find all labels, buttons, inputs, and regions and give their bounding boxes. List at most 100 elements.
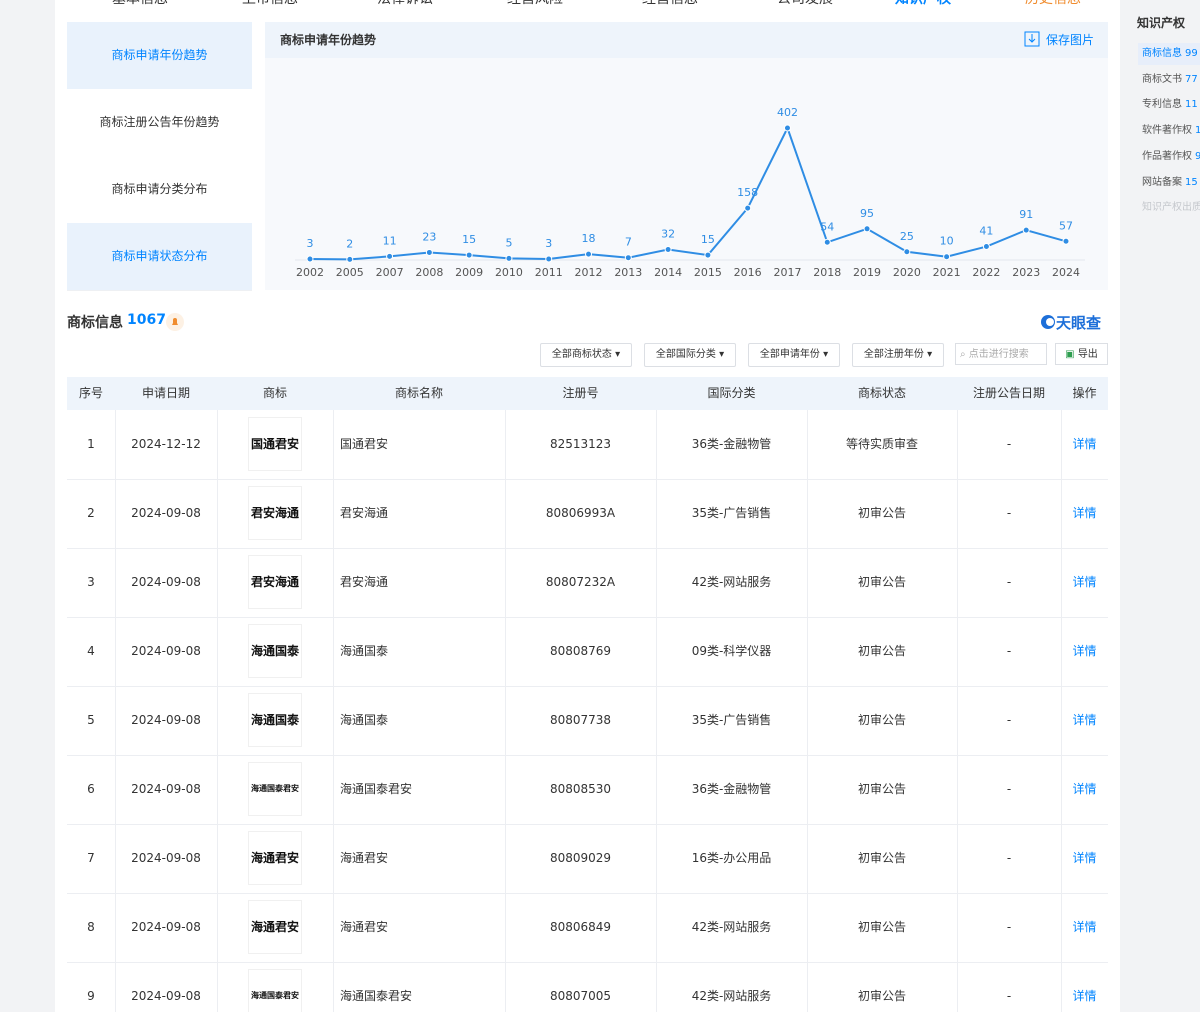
x-tick-label: 2024 <box>1052 266 1080 279</box>
column-divider <box>115 410 116 1012</box>
table-cell: 36类-金融物管 <box>691 782 772 796</box>
table-cell: - <box>1006 851 1012 865</box>
x-tick-label: 2014 <box>654 266 682 279</box>
menu-item[interactable]: 商标申请分类分布 <box>67 156 252 224</box>
menu-item[interactable]: 商标注册公告年份趋势 <box>67 89 252 157</box>
data-point <box>744 204 752 212</box>
table-header: 序号 申请日期 商标 商标名称 注册号 国际分类 商标状态 注册公告日期 操作 <box>67 377 1108 410</box>
tab[interactable]: 知识产权 <box>858 0 988 16</box>
export-label: 导出 <box>1077 349 1098 360</box>
data-point <box>823 238 831 246</box>
value-label: 15 <box>462 233 476 246</box>
search-box[interactable]: ⌕ 点击进行搜索 <box>955 343 1047 365</box>
table-cell: 80806849 <box>549 920 612 934</box>
bell-glyph <box>172 318 178 325</box>
table-cell: 君安海通 <box>340 575 389 589</box>
data-point <box>664 245 672 253</box>
trademark-logo: 海通君安 <box>248 831 302 885</box>
sidebar-label: 网站备案 <box>1142 176 1182 188</box>
data-point <box>704 251 712 259</box>
column-header: 国际分类 <box>707 386 756 400</box>
table-cell: - <box>1006 437 1012 451</box>
table-cell: 36类-金融物管 <box>691 437 772 451</box>
export-button[interactable]: ▣ 导出 <box>1055 343 1108 365</box>
table-cell: 君安海通 <box>340 506 389 520</box>
tab[interactable]: 法律诉讼 <box>340 0 470 16</box>
sidebar-item[interactable]: 专利信息 11 <box>1138 94 1200 116</box>
tab[interactable]: 基本信息 <box>75 0 205 16</box>
filter-dropdown[interactable]: 全部商标状态 ▾ <box>540 343 632 367</box>
detail-link[interactable]: 详情 <box>1072 851 1097 865</box>
table-row: 2 2024-09-08 君安海通 80806993A 35类-广告销售 初审公告 - 详情 <box>67 479 1108 549</box>
filter-label: 全部商标状态 <box>551 349 612 360</box>
sidebar-label: 商标信息 <box>1142 48 1182 59</box>
detail-link[interactable]: 详情 <box>1072 782 1097 796</box>
table-cell: - <box>1006 989 1012 1003</box>
value-label: 7 <box>625 236 632 249</box>
brand-icon <box>1041 315 1055 329</box>
x-tick-label: 2011 <box>535 266 563 279</box>
tab[interactable]: 经营风险 <box>470 0 600 16</box>
table-cell: 2024-09-08 <box>131 920 201 934</box>
x-tick-label: 2008 <box>415 266 443 279</box>
column-header: 序号 <box>78 386 103 400</box>
detail-link[interactable]: 详情 <box>1072 989 1097 1003</box>
table-row: 4 2024-09-08 海通国泰 80808769 09类-科学仪器 初审公告 - 详情 <box>67 617 1108 687</box>
x-tick-label: 2009 <box>455 266 483 279</box>
tab[interactable]: 历史信息 <box>988 0 1118 16</box>
table-cell: 2024-12-12 <box>131 437 201 451</box>
table-cell: 80808530 <box>549 782 612 796</box>
x-tick-label: 2010 <box>495 266 523 279</box>
filter-label: 全部申请年份 <box>759 349 820 360</box>
data-point <box>386 252 394 260</box>
filter-dropdown[interactable]: 全部注册年份 ▾ <box>852 343 944 367</box>
save-image-button[interactable]: 保存图片 <box>1024 22 1094 58</box>
table-cell: 82513123 <box>549 437 612 451</box>
menu-item[interactable]: 商标申请年份趋势 <box>67 22 252 90</box>
detail-link[interactable]: 详情 <box>1072 437 1097 451</box>
sidebar-item[interactable]: 商标文书 77 <box>1138 69 1200 91</box>
data-point <box>1062 237 1070 245</box>
x-tick-label: 2012 <box>575 266 603 279</box>
detail-link[interactable]: 详情 <box>1072 644 1097 658</box>
filter-label: 全部注册年份 <box>863 349 924 360</box>
table-cell: 海通君安 <box>340 851 389 865</box>
sidebar-label: 商标文书 <box>1142 73 1182 85</box>
detail-link[interactable]: 详情 <box>1072 920 1097 934</box>
sidebar-item[interactable]: 商标信息 99 <box>1138 43 1200 65</box>
data-point <box>545 255 553 263</box>
detail-link[interactable]: 详情 <box>1072 575 1097 589</box>
tab[interactable]: 公司发展 <box>740 0 870 16</box>
x-tick-label: 2013 <box>614 266 642 279</box>
table-cell: - <box>1006 506 1012 520</box>
data-point <box>783 124 791 132</box>
x-tick-label: 2015 <box>694 266 722 279</box>
column-header: 商标状态 <box>857 386 906 400</box>
detail-link[interactable]: 详情 <box>1072 713 1097 727</box>
value-label: 15 <box>701 233 715 246</box>
filter-label: 全部国际分类 <box>655 349 716 360</box>
trademark-logo: 国通君安 <box>248 417 302 471</box>
tab[interactable]: 经营信息 <box>605 0 735 16</box>
menu-item[interactable]: 商标申请状态分布 <box>67 223 252 291</box>
x-tick-label: 2019 <box>853 266 881 279</box>
filter-dropdown[interactable]: 全部国际分类 ▾ <box>644 343 736 367</box>
sidebar-item[interactable]: 作品著作权 9 <box>1138 146 1200 168</box>
table-cell: 80807738 <box>549 713 612 727</box>
filter-dropdown[interactable]: 全部申请年份 ▾ <box>748 343 840 367</box>
brand-name: 天眼查 <box>1056 314 1102 332</box>
sidebar-item[interactable]: 软件著作权 1 <box>1138 120 1200 142</box>
table-cell: 海通国泰君安 <box>340 782 413 796</box>
table-cell: 海通国泰君安 <box>340 989 413 1003</box>
tab[interactable]: 上市信息 <box>205 0 335 16</box>
value-label: 32 <box>661 227 675 240</box>
detail-link[interactable]: 详情 <box>1072 506 1097 520</box>
sidebar-item[interactable]: 网站备案 15 <box>1138 172 1200 194</box>
sidebar-item[interactable]: 知识产权出质 <box>1138 197 1200 219</box>
sidebar-count: 1 <box>1195 125 1200 137</box>
x-tick-label: 2002 <box>296 266 324 279</box>
table-cell: 80807232A <box>545 575 616 589</box>
bell-icon[interactable] <box>166 313 184 331</box>
trademark-logo: 海通国泰 <box>248 693 302 747</box>
data-point <box>306 255 314 263</box>
